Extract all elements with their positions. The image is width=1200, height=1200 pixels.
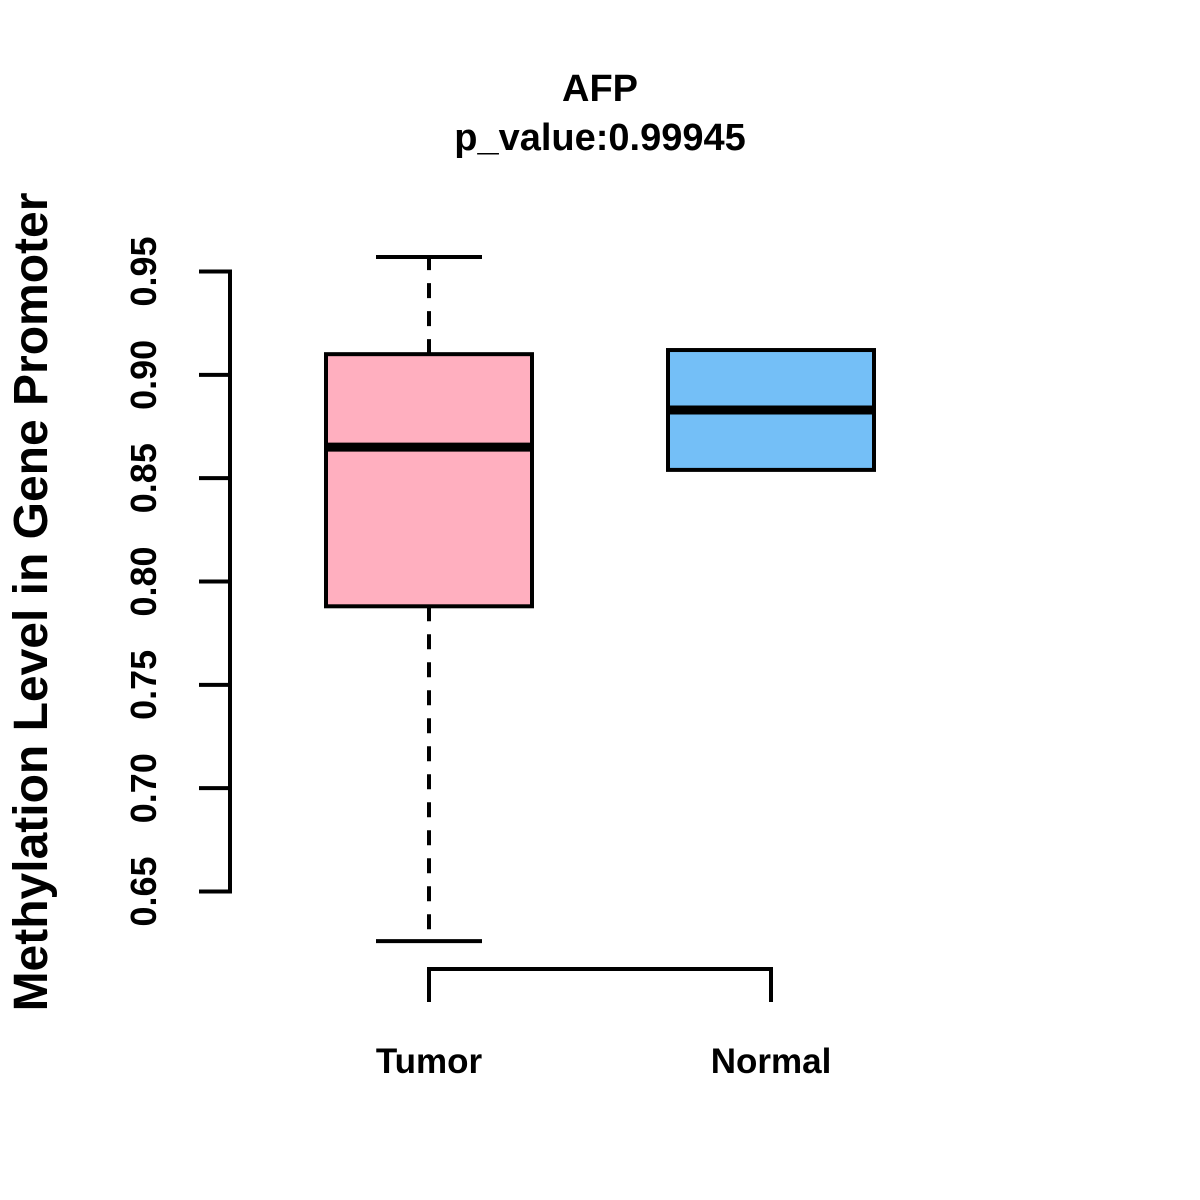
x-axis-label-normal: Normal: [711, 1042, 832, 1081]
tumor-box: [324, 352, 534, 609]
y-axis-tick-label: 0.65: [123, 856, 164, 926]
y-axis-tick-label: 0.70: [123, 753, 164, 823]
y-axis-tick-label: 0.90: [123, 340, 164, 410]
chart-subtitle: p_value:0.99945: [454, 117, 746, 159]
y-axis-tick-label: 0.75: [123, 650, 164, 720]
y-axis-tick-label: 0.80: [123, 546, 164, 616]
x-axis-label-tumor: Tumor: [376, 1042, 483, 1081]
chart-header: AFP p_value:0.99945: [0, 65, 1200, 163]
chart-title: AFP: [562, 68, 638, 110]
y-axis-tick-label: 0.85: [123, 443, 164, 513]
y-axis-tick-label: 0.95: [123, 236, 164, 306]
